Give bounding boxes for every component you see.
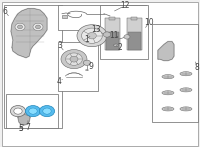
FancyBboxPatch shape: [100, 5, 148, 59]
Ellipse shape: [113, 44, 118, 46]
Text: 1: 1: [84, 35, 89, 44]
FancyBboxPatch shape: [58, 42, 98, 91]
FancyBboxPatch shape: [6, 94, 58, 128]
Circle shape: [70, 56, 78, 62]
Circle shape: [43, 108, 51, 114]
FancyBboxPatch shape: [62, 15, 67, 18]
Circle shape: [83, 60, 91, 65]
Circle shape: [35, 25, 40, 29]
Ellipse shape: [162, 107, 174, 111]
Ellipse shape: [180, 107, 192, 111]
Polygon shape: [18, 112, 30, 125]
Circle shape: [82, 28, 102, 43]
Text: 10: 10: [144, 18, 154, 27]
FancyBboxPatch shape: [105, 18, 120, 50]
Ellipse shape: [162, 75, 174, 79]
Circle shape: [29, 108, 37, 114]
Circle shape: [103, 32, 111, 37]
FancyBboxPatch shape: [4, 5, 62, 128]
FancyBboxPatch shape: [127, 18, 142, 50]
Circle shape: [10, 106, 26, 117]
Circle shape: [25, 106, 41, 117]
Ellipse shape: [180, 72, 192, 76]
FancyBboxPatch shape: [152, 24, 198, 122]
Ellipse shape: [86, 70, 88, 71]
Polygon shape: [11, 9, 47, 58]
FancyBboxPatch shape: [106, 32, 119, 50]
Text: 5: 5: [19, 126, 23, 132]
Text: 8: 8: [195, 63, 199, 72]
Text: 5: 5: [19, 124, 23, 133]
FancyBboxPatch shape: [109, 17, 115, 20]
Text: 13: 13: [91, 25, 101, 34]
Text: 12: 12: [120, 1, 130, 10]
Circle shape: [77, 25, 107, 47]
Text: 4: 4: [57, 77, 62, 86]
Text: 9: 9: [89, 62, 93, 71]
Ellipse shape: [180, 88, 192, 92]
Text: 11: 11: [110, 31, 119, 40]
Circle shape: [17, 25, 22, 29]
Circle shape: [88, 32, 96, 39]
Circle shape: [124, 35, 130, 39]
Circle shape: [14, 108, 22, 114]
Polygon shape: [158, 42, 174, 61]
Circle shape: [66, 53, 82, 65]
FancyBboxPatch shape: [131, 17, 137, 20]
Circle shape: [61, 50, 87, 69]
Text: 2: 2: [117, 43, 122, 52]
FancyBboxPatch shape: [58, 5, 146, 30]
Circle shape: [15, 23, 25, 31]
Text: 6: 6: [3, 7, 8, 16]
Circle shape: [39, 106, 55, 117]
Ellipse shape: [162, 91, 174, 95]
Text: 3: 3: [57, 41, 62, 50]
Circle shape: [33, 23, 43, 31]
Text: 7: 7: [26, 123, 30, 132]
FancyBboxPatch shape: [128, 32, 141, 50]
FancyBboxPatch shape: [2, 2, 198, 146]
